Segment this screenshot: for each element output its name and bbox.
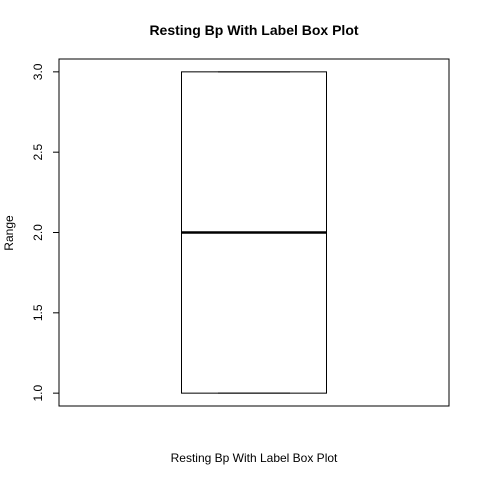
x-axis-label: Resting Bp With Label Box Plot: [171, 451, 338, 465]
y-axis-label: Range: [2, 215, 16, 251]
chart-title: Resting Bp With Label Box Plot: [149, 22, 358, 38]
y-axis: 1.0 1.5 2.0 2.5 3.0: [31, 63, 60, 401]
y-tick-label: 2.5: [31, 144, 45, 161]
box-group: [181, 71, 327, 394]
y-tick-label: 2.0: [31, 224, 45, 241]
y-tick-label: 3.0: [31, 63, 45, 80]
y-tick-label: 1.0: [31, 384, 45, 401]
y-tick-label: 1.5: [31, 304, 45, 321]
